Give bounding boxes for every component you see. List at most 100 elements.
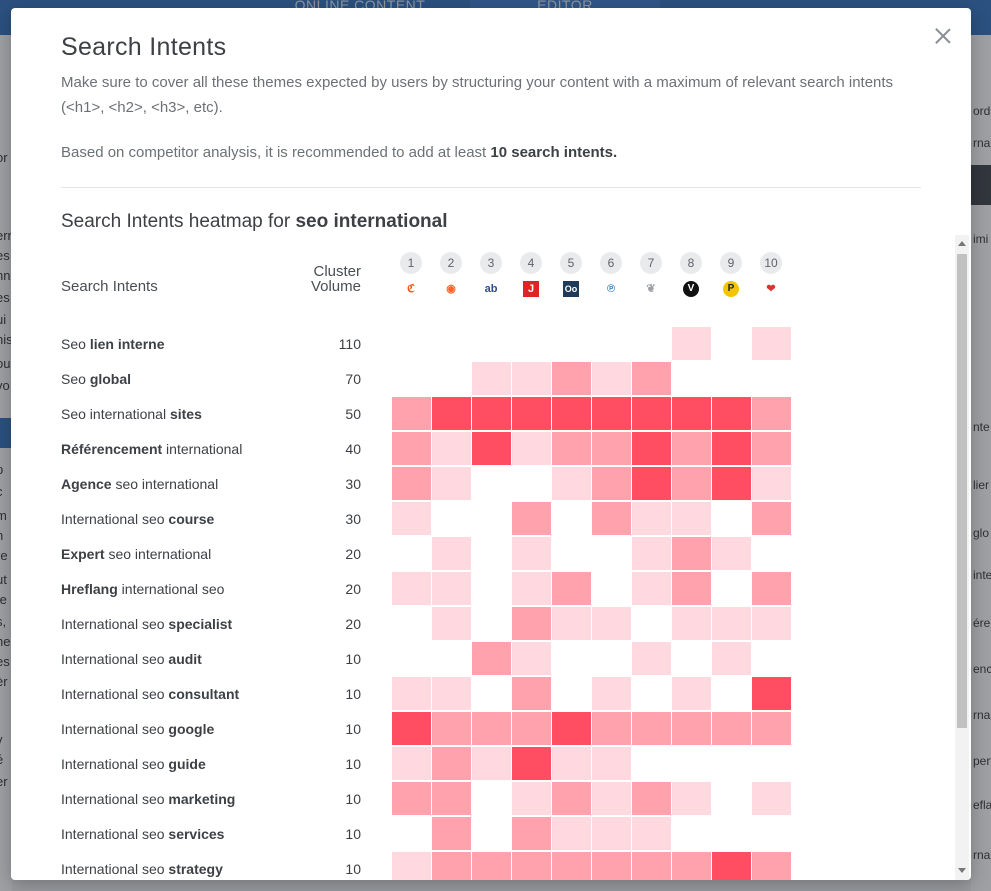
heatmap-cell[interactable] — [752, 782, 791, 815]
heatmap-cell[interactable] — [432, 852, 471, 880]
heatmap-cell[interactable] — [392, 502, 431, 535]
heatmap-cell[interactable] — [712, 537, 751, 570]
heatmap-cell[interactable] — [632, 712, 671, 745]
heatmap-cell[interactable] — [392, 782, 431, 815]
heatmap-cell[interactable] — [672, 607, 711, 640]
heatmap-cell[interactable] — [672, 467, 711, 500]
leaf-logo-icon[interactable]: ❦ — [646, 283, 656, 295]
heatmap-cell[interactable] — [592, 362, 631, 395]
heatmap-cell[interactable] — [712, 467, 751, 500]
p-yellow-logo-icon[interactable]: P — [723, 281, 739, 297]
heatmap-cell[interactable] — [632, 432, 671, 465]
heatmap-cell[interactable] — [512, 572, 551, 605]
heatmap-cell[interactable] — [432, 537, 471, 570]
heatmap-cell[interactable] — [432, 432, 471, 465]
heatmap-cell[interactable] — [552, 467, 591, 500]
heatmap-cell[interactable] — [432, 782, 471, 815]
heatmap-cell[interactable] — [752, 572, 791, 605]
heatmap-cell[interactable] — [552, 362, 591, 395]
heatmap-cell[interactable] — [392, 467, 431, 500]
heatmap-cell[interactable] — [512, 712, 551, 745]
heatmap-cell[interactable] — [672, 782, 711, 815]
heatmap-cell[interactable] — [592, 677, 631, 710]
heatmap-cell[interactable] — [432, 572, 471, 605]
heatmap-cell[interactable] — [632, 782, 671, 815]
heatmap-cell[interactable] — [512, 642, 551, 675]
heatmap-cell[interactable] — [512, 397, 551, 430]
heatmap-cell[interactable] — [512, 362, 551, 395]
competitor-7[interactable]: 7 ❦ — [640, 252, 662, 295]
heatmap-cell[interactable] — [392, 712, 431, 745]
heatmap-cell[interactable] — [392, 572, 431, 605]
heatmap-cell[interactable] — [592, 397, 631, 430]
heatmap-cell[interactable] — [512, 432, 551, 465]
heatmap-cell[interactable] — [472, 397, 511, 430]
heatmap-cell[interactable] — [472, 852, 511, 880]
heatmap-cell[interactable] — [552, 607, 591, 640]
heatmap-cell[interactable] — [632, 572, 671, 605]
heatmap-cell[interactable] — [512, 747, 551, 780]
heatmap-cell[interactable] — [552, 817, 591, 850]
heatmap-cell[interactable] — [752, 467, 791, 500]
heatmap-cell[interactable] — [672, 502, 711, 535]
heatmap-cell[interactable] — [632, 397, 671, 430]
heatmap-cell[interactable] — [632, 852, 671, 880]
heatmap-cell[interactable] — [512, 677, 551, 710]
heatmap-cell[interactable] — [472, 712, 511, 745]
heatmap-cell[interactable] — [592, 607, 631, 640]
heatmap-cell[interactable] — [512, 782, 551, 815]
heatmap-cell[interactable] — [712, 607, 751, 640]
heatmap-cell[interactable] — [592, 852, 631, 880]
heatmap-cell[interactable] — [632, 642, 671, 675]
heatmap-cell[interactable] — [592, 502, 631, 535]
competitor-3[interactable]: 3 ab — [480, 252, 502, 295]
heatmap-cell[interactable] — [592, 432, 631, 465]
heatmap-cell[interactable] — [552, 712, 591, 745]
heatmap-cell[interactable] — [432, 677, 471, 710]
heatmap-cell[interactable] — [632, 817, 671, 850]
heatmap-cell[interactable] — [752, 327, 791, 360]
heatmap-cell[interactable] — [392, 852, 431, 880]
heatmap-cell[interactable] — [392, 677, 431, 710]
heatmap-cell[interactable] — [592, 817, 631, 850]
close-icon[interactable] — [932, 25, 954, 47]
heatmap-cell[interactable] — [472, 362, 511, 395]
heatmap-cell[interactable] — [712, 642, 751, 675]
competitor-10[interactable]: 10 ❤ — [760, 252, 782, 295]
heatmap-cell[interactable] — [472, 642, 511, 675]
v-logo-icon[interactable]: V — [683, 281, 699, 297]
heatmap-cell[interactable] — [712, 712, 751, 745]
semrush-logo-icon[interactable]: ◉ — [446, 283, 456, 295]
heatmap-cell[interactable] — [752, 607, 791, 640]
heatmap-cell[interactable] — [392, 432, 431, 465]
c-logo-icon[interactable]: ℭ — [407, 283, 415, 295]
heatmap-cell[interactable] — [672, 397, 711, 430]
heatmap-cell[interactable] — [512, 817, 551, 850]
heatmap-cell[interactable] — [432, 747, 471, 780]
heatmap-cell[interactable] — [672, 712, 711, 745]
scrollbar-down-arrow[interactable] — [958, 868, 966, 873]
heatmap-cell[interactable] — [552, 397, 591, 430]
heatmap-cell[interactable] — [552, 572, 591, 605]
heatmap-cell[interactable] — [672, 852, 711, 880]
heatmap-cell[interactable] — [672, 677, 711, 710]
heatmap-cell[interactable] — [632, 537, 671, 570]
heatmap-cell[interactable] — [432, 397, 471, 430]
heatmap-cell[interactable] — [632, 502, 671, 535]
heatmap-cell[interactable] — [672, 432, 711, 465]
heatmap-cell[interactable] — [552, 747, 591, 780]
heatmap-cell[interactable] — [672, 572, 711, 605]
heatmap-cell[interactable] — [752, 432, 791, 465]
heatmap-cell[interactable] — [592, 712, 631, 745]
p-circle-logo-icon[interactable]: ℗ — [606, 283, 616, 295]
heatmap-cell[interactable] — [632, 362, 671, 395]
heatmap-cell[interactable] — [712, 852, 751, 880]
heatmap-cell[interactable] — [472, 747, 511, 780]
heatmap-cell[interactable] — [392, 397, 431, 430]
heatmap-cell[interactable] — [552, 782, 591, 815]
heatmap-cell[interactable] — [752, 397, 791, 430]
